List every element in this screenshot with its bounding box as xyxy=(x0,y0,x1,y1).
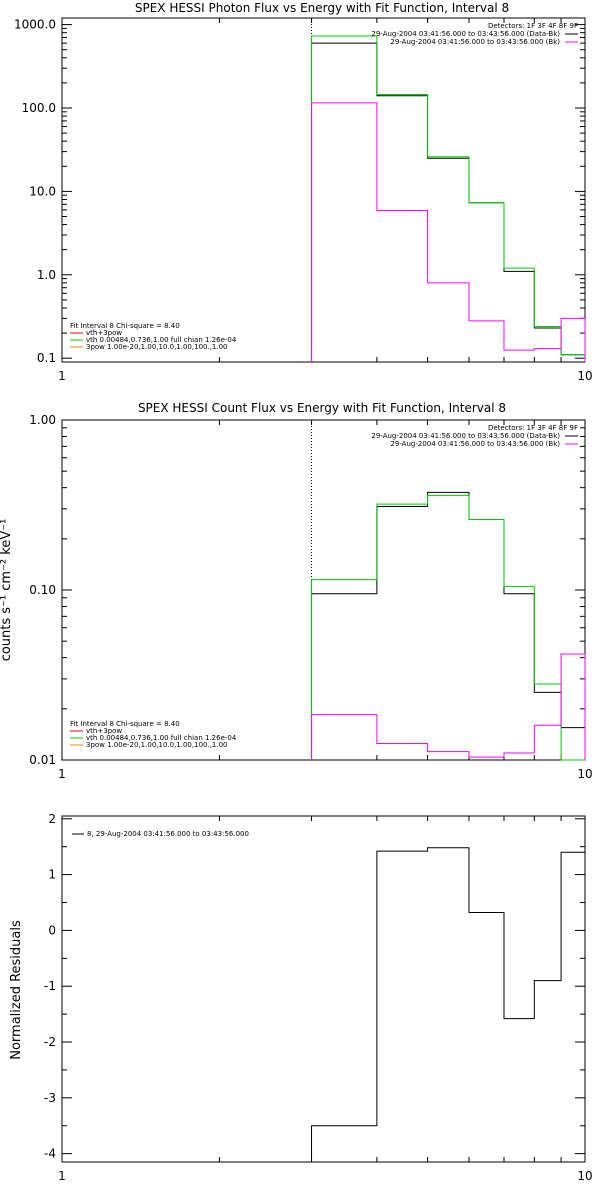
photon-plot-frame xyxy=(61,17,586,363)
count-x-tick-label: 1 xyxy=(58,767,66,781)
photon-y-tick-label: 1000.0 xyxy=(14,18,56,32)
residual-y-tick-label: -3 xyxy=(44,1091,56,1105)
count-legend-right-entry: 29-Aug-2004 03:41:56.000 to 03:43:56.000… xyxy=(390,440,560,448)
photon-legend-left-entry: vth+3pow xyxy=(86,329,122,337)
photon-legend-right-entry: 29-Aug-2004 03:41:56.000 to 03:43:56.000… xyxy=(390,38,560,46)
count-legend-right-entry: Detectors: 1F 3F 4F 8F 9F xyxy=(488,424,578,432)
residual-x-tick-label: 10 xyxy=(577,1169,592,1183)
residual-y-tick-label: 1 xyxy=(48,868,56,882)
residual-y-tick-label: -4 xyxy=(44,1147,56,1161)
photon-series-2-line xyxy=(311,102,586,362)
residual-y-tick-label: 2 xyxy=(48,812,56,826)
photon-y-tick-label: 0.1 xyxy=(37,351,56,365)
count-y-tick-label: 1.00 xyxy=(29,413,56,427)
count-flux-y-axis-label: counts s⁻¹ cm⁻² keV⁻¹ xyxy=(0,519,14,662)
photon-legend-right-entry: 29-Aug-2004 03:41:56.000 to 03:43:56.000… xyxy=(371,30,560,38)
photon-flux-title: SPEX HESSI Photon Flux vs Energy with Fi… xyxy=(135,1,509,15)
count-legend-left-entry: vth+3pow xyxy=(86,727,122,735)
photon-legend-left-entry: 3pow 1.00e-20,1.00,10.0,1.00,100.,1.00 xyxy=(86,343,228,351)
photon-legend-left-entry: Fit Interval 8 Chi-square = 8.40 xyxy=(70,322,180,330)
count-legend-left-entry: vth 0.00484,0.736,1.00 full chian 1.26e-… xyxy=(86,734,237,742)
photon-legend-left-entry: vth 0.00484,0.736,1.00 full chian 1.26e-… xyxy=(86,336,237,344)
count-x-tick-label: 10 xyxy=(577,767,592,781)
photon-x-tick-label: 1 xyxy=(58,369,66,383)
residual-x-tick-label: 1 xyxy=(58,1169,66,1183)
photon-y-tick-label: 1.0 xyxy=(37,268,56,282)
count-flux-title: SPEX HESSI Count Flux vs Energy with Fit… xyxy=(138,401,506,415)
residual-y-tick-label: -2 xyxy=(44,1035,56,1049)
count-y-tick-label: 0.10 xyxy=(29,583,56,597)
residual-y-tick-label: -1 xyxy=(44,979,56,993)
count-legend-right-entry: 29-Aug-2004 03:41:56.000 to 03:43:56.000… xyxy=(371,432,560,440)
residual-plot-frame xyxy=(61,815,586,1163)
residual-y-tick-label: 0 xyxy=(48,923,56,937)
count-series-0-line xyxy=(311,491,586,760)
photon-series-0-line xyxy=(311,42,586,362)
count-plot-frame xyxy=(61,419,586,761)
residuals-y-axis-label: Normalized Residuals xyxy=(9,920,24,1060)
count-series-2-line xyxy=(311,653,586,760)
count-legend-left-entry: 3pow 1.00e-20,1.00,10.0,1.00,100.,1.00 xyxy=(86,741,228,749)
count-y-tick-label: 0.01 xyxy=(29,753,56,767)
residual-legend-entry: 8, 29-Aug-2004 03:41:56.000 to 03:43:56.… xyxy=(87,830,249,838)
photon-x-tick-label: 10 xyxy=(577,369,592,383)
count-legend-left-entry: Fit Interval 8 Chi-square = 8.40 xyxy=(70,720,180,728)
residual-series-0-line xyxy=(311,847,586,1162)
photon-series-1-line xyxy=(311,35,586,362)
count-series-1-line xyxy=(311,494,585,761)
photon-y-tick-label: 10.0 xyxy=(29,184,56,198)
photon-y-tick-label: 100.0 xyxy=(22,101,56,115)
photon-legend-right-entry: Detectors: 1F 3F 4F 8F 9F xyxy=(488,22,578,30)
